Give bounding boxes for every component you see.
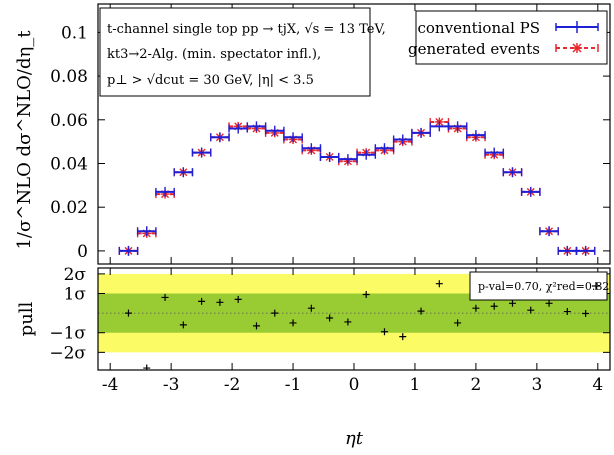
bottom-x-tick-label: 3 (531, 375, 542, 395)
conventional-point (319, 151, 340, 162)
top-x-ticks (109, 4, 599, 264)
pull-point (380, 328, 388, 336)
conventional-point (447, 121, 468, 132)
top-y-tick-label: 0.1 (61, 23, 88, 43)
bottom-x-tick-label: -4 (102, 375, 119, 395)
conventional-point (246, 121, 267, 132)
pull-point (234, 295, 242, 303)
pull-annotation-marker (592, 282, 600, 290)
bottom-x-ticks: -4 -3 -2 -1 0 1 2 3 4 (102, 268, 603, 395)
pull-point (454, 319, 462, 327)
bottom-x-tick-label: 0 (349, 375, 360, 395)
bottom-y-tick-label: −1σ (49, 324, 86, 344)
conventional-point (374, 143, 395, 154)
pull-point (124, 309, 132, 317)
conventional-point (191, 147, 212, 158)
bottom-x-tick-label: 4 (592, 375, 603, 395)
bottom-y-axis-label: pull (16, 301, 37, 336)
pull-point (490, 302, 498, 310)
conventional-point (411, 127, 431, 138)
top-y-tick-label: 0.04 (50, 154, 88, 174)
conventional-point (466, 130, 486, 141)
conventional-point (392, 134, 413, 145)
conventional-point (210, 132, 230, 143)
pull-point (563, 308, 571, 316)
conventional-point (557, 245, 578, 256)
top-y-axis-label: 1/σ^NLO dσ^NLO/dη_t (14, 30, 35, 250)
pull-point (289, 319, 297, 327)
pull-point (271, 309, 279, 317)
pull-annotation-frame (469, 271, 608, 301)
top-y-ticks: 0.1 0.08 0.06 0.04 0.02 0 (50, 23, 610, 262)
pull-point (326, 314, 334, 322)
pull-point (307, 304, 315, 312)
conventional-point (575, 245, 596, 256)
conventional-point (264, 125, 285, 136)
pull-point (582, 310, 590, 318)
pull-points-group (124, 280, 590, 370)
bottom-x-tick-label: -1 (285, 375, 302, 395)
pull-point (472, 304, 480, 312)
pull-point (435, 280, 443, 288)
top-panel: 0.1 0.08 0.06 0.04 0.02 0 t-channel single to… (14, 3, 611, 265)
conventional-point (155, 186, 175, 197)
pull-point (143, 364, 151, 370)
conventional-point (338, 154, 358, 165)
top-series-group (118, 117, 596, 256)
conventional-point (118, 245, 139, 256)
legend-marker-conventional (555, 21, 599, 33)
info-line-1: t-channel single top pp → tjX, √s = 13 T… (107, 22, 386, 37)
top-y-axis-label-text: 1/σ^NLO dσ^NLO/dη_t (14, 30, 35, 250)
info-box-frame (99, 7, 371, 97)
info-line-3: p⊥ > √dcut = 30 GeV, |η| < 3.5 (107, 73, 314, 88)
conventional-point (520, 186, 541, 197)
pull-annotation: p-val=0.70, χ²red=0.82 (469, 271, 609, 301)
conventional-point (356, 149, 377, 160)
conventional-point (502, 167, 523, 178)
conventional-point (228, 123, 249, 134)
conventional-point (283, 132, 303, 143)
bottom-x-tick-label: -2 (224, 375, 241, 395)
legend-frame (415, 10, 608, 65)
conventional-point (136, 226, 157, 237)
pull-point (545, 299, 553, 307)
bottom-y-tick-label: 1σ (64, 285, 87, 305)
pull-point (161, 293, 169, 301)
conventional-point (539, 226, 559, 237)
bottom-x-tick-label: 1 (410, 375, 421, 395)
x-axis-label: ηt (345, 428, 364, 449)
conventional-point (301, 143, 322, 154)
conventional-point (484, 147, 505, 158)
legend-label-conventional: conventional PS (418, 19, 541, 37)
info-box: t-channel single top pp → tjX, √s = 13 T… (99, 7, 386, 97)
pull-annotation-text: p-val=0.70, χ²red=0.82 (478, 280, 609, 293)
bottom-y-tick-label: 2σ (64, 265, 87, 285)
pull-point (508, 299, 516, 307)
pull-point (252, 322, 260, 330)
top-y-tick-label: 0 (77, 242, 88, 262)
bottom-y-tick-label: −2σ (49, 343, 86, 363)
pull-point (344, 318, 352, 326)
legend-marker-generated (555, 43, 599, 53)
pull-point (399, 333, 407, 341)
pull-point (362, 290, 370, 298)
pull-point (417, 307, 425, 315)
legend: conventional PS generated events (408, 10, 608, 65)
legend-label-generated: generated events (408, 40, 540, 58)
pull-point (527, 306, 535, 314)
bottom-x-tick-label: 2 (470, 375, 481, 395)
pull-point (216, 298, 224, 306)
conventional-point (173, 167, 194, 178)
top-y-tick-label: 0.08 (50, 67, 88, 87)
pull-point (198, 297, 206, 305)
top-y-tick-label: 0.02 (50, 198, 88, 218)
bottom-x-tick-label: -3 (163, 375, 180, 395)
pull-point (179, 321, 187, 329)
info-line-2: kt3→2-Alg. (min. spectator infl.), (107, 47, 321, 62)
top-y-tick-label: 0.06 (50, 111, 88, 131)
